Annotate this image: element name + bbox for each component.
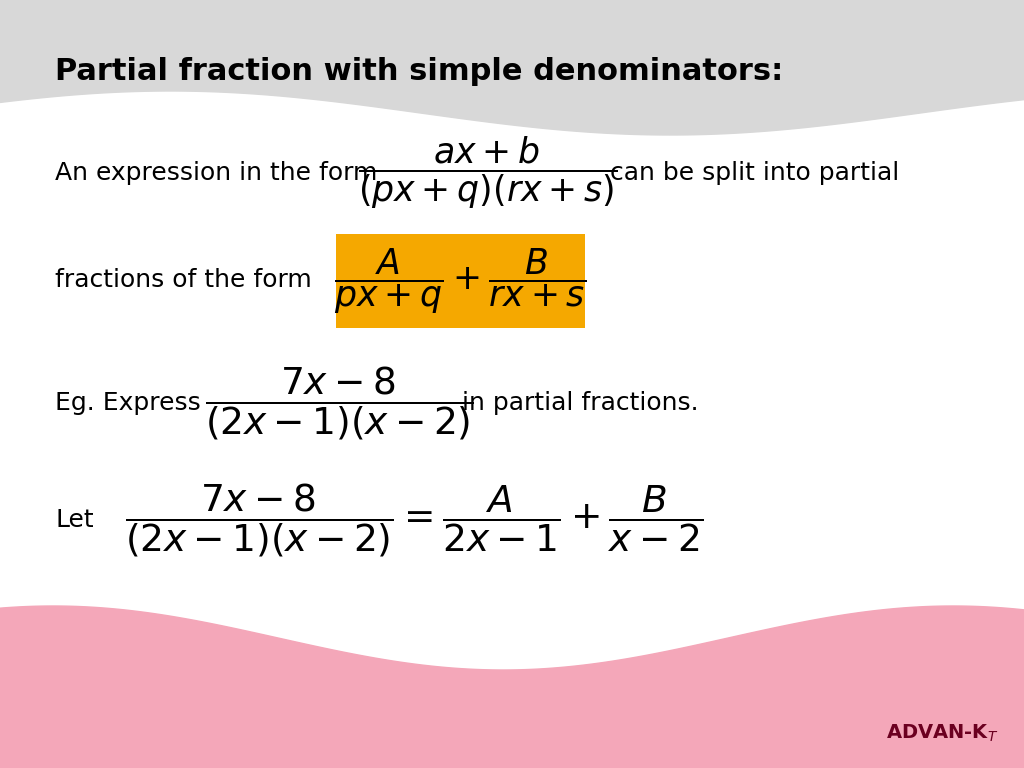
Text: Let: Let <box>55 508 93 532</box>
Text: fractions of the form: fractions of the form <box>55 268 311 292</box>
Text: $\dfrac{A}{px+q}+\dfrac{B}{rx+s}$: $\dfrac{A}{px+q}+\dfrac{B}{rx+s}$ <box>335 246 587 316</box>
Text: Eg. Express: Eg. Express <box>55 391 201 415</box>
Text: $\dfrac{ax+b}{(px+q)(rx+s)}$: $\dfrac{ax+b}{(px+q)(rx+s)}$ <box>358 134 617 211</box>
Text: can be split into partial: can be split into partial <box>610 161 899 185</box>
FancyBboxPatch shape <box>336 234 585 328</box>
Text: ADVAN-K$_T$: ADVAN-K$_T$ <box>886 723 998 743</box>
Text: Partial fraction with simple denominators:: Partial fraction with simple denominator… <box>55 57 783 86</box>
Text: $\dfrac{7x-8}{(2x-1)(x-2)}=\dfrac{A}{2x-1}+\dfrac{B}{x-2}$: $\dfrac{7x-8}{(2x-1)(x-2)}=\dfrac{A}{2x-… <box>125 481 703 559</box>
Text: An expression in the form: An expression in the form <box>55 161 378 185</box>
Text: $\dfrac{7x-8}{(2x-1)(x-2)}$: $\dfrac{7x-8}{(2x-1)(x-2)}$ <box>205 364 473 442</box>
Text: in partial fractions.: in partial fractions. <box>462 391 698 415</box>
